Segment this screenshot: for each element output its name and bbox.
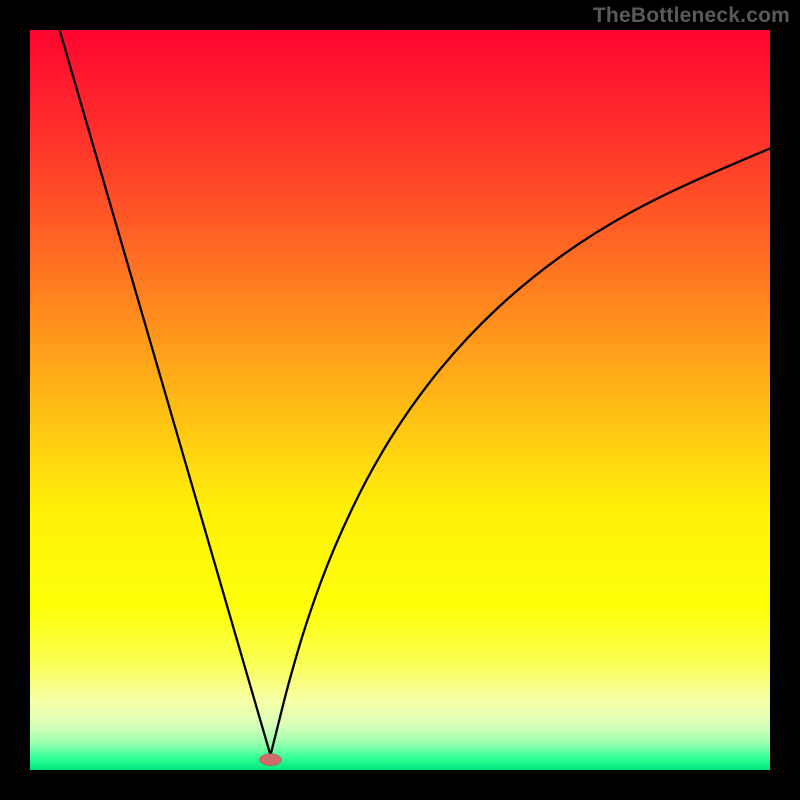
watermark-text: TheBottleneck.com: [593, 4, 790, 28]
optimum-marker: [259, 754, 281, 766]
gradient-background: [30, 30, 770, 770]
bottleneck-curve-chart: [30, 30, 770, 770]
chart-container: TheBottleneck.com: [0, 0, 800, 800]
plot-area: [30, 30, 770, 770]
